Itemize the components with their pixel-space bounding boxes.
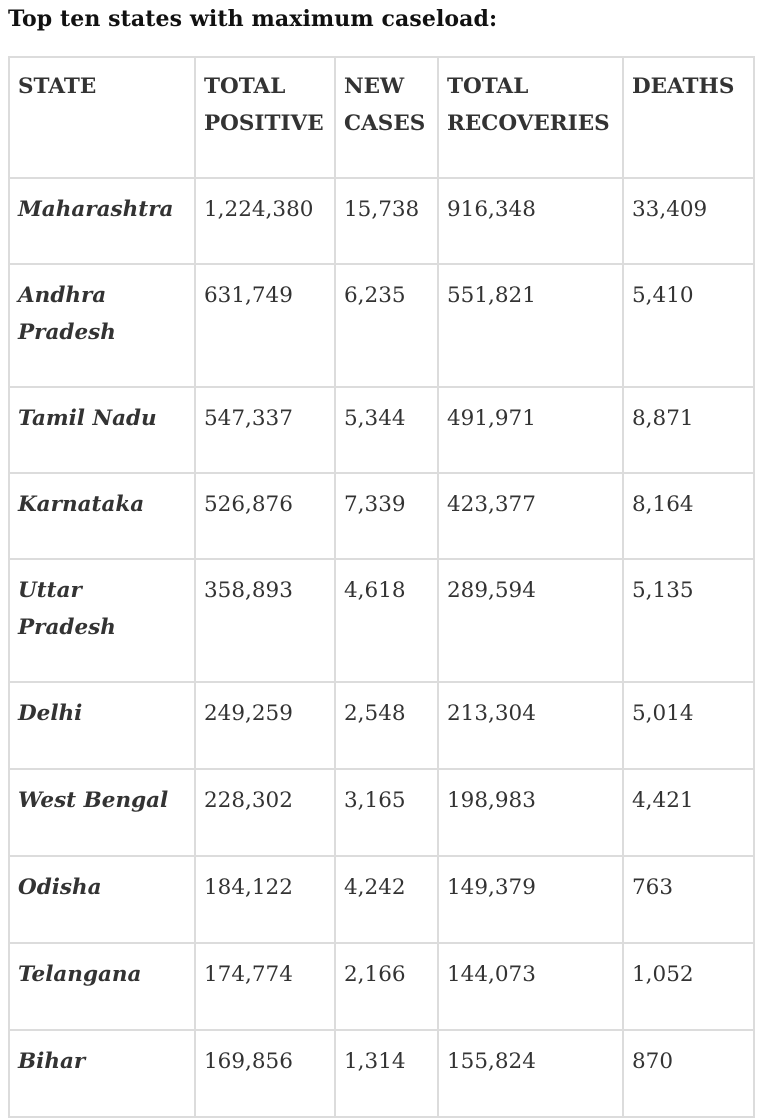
cell-deaths: 4,421 [622, 768, 755, 857]
cell-deaths: 5,410 [622, 263, 755, 388]
cell-state: Tamil Nadu [8, 386, 196, 474]
cell-total-recoveries: 491,971 [437, 386, 624, 474]
header-total-positive: TOTAL POSITIVE [194, 56, 336, 179]
cell-total-positive: 526,876 [194, 472, 336, 560]
cell-state: Andhra Pradesh [8, 263, 196, 388]
table-row: Karnataka 526,876 7,339 423,377 8,164 [8, 472, 755, 560]
table-row: Maharashtra 1,224,380 15,738 916,348 33,… [8, 177, 755, 265]
table-row: Tamil Nadu 547,337 5,344 491,971 8,871 [8, 386, 755, 474]
cell-deaths: 870 [622, 1029, 755, 1118]
cell-total-recoveries: 423,377 [437, 472, 624, 560]
table-row: Bihar 169,856 1,314 155,824 870 [8, 1029, 755, 1118]
cell-state: Delhi [8, 681, 196, 770]
cell-new-cases: 4,618 [334, 558, 439, 683]
cell-total-positive: 184,122 [194, 855, 336, 944]
cell-deaths: 5,014 [622, 681, 755, 770]
caseload-table: STATE TOTAL POSITIVE NEW CASES TOTAL REC… [8, 56, 755, 1118]
cell-new-cases: 2,548 [334, 681, 439, 770]
cell-total-recoveries: 144,073 [437, 942, 624, 1031]
cell-new-cases: 15,738 [334, 177, 439, 265]
table-row: Telangana 174,774 2,166 144,073 1,052 [8, 942, 755, 1031]
cell-total-recoveries: 198,983 [437, 768, 624, 857]
cell-new-cases: 1,314 [334, 1029, 439, 1118]
cell-deaths: 33,409 [622, 177, 755, 265]
cell-state: Telangana [8, 942, 196, 1031]
cell-new-cases: 3,165 [334, 768, 439, 857]
cell-total-recoveries: 213,304 [437, 681, 624, 770]
cell-state: Uttar Pradesh [8, 558, 196, 683]
cell-deaths: 5,135 [622, 558, 755, 683]
cell-deaths: 763 [622, 855, 755, 944]
cell-state: Karnataka [8, 472, 196, 560]
header-deaths: DEATHS [622, 56, 755, 179]
cell-new-cases: 7,339 [334, 472, 439, 560]
cell-total-positive: 1,224,380 [194, 177, 336, 265]
cell-new-cases: 4,242 [334, 855, 439, 944]
cell-total-positive: 547,337 [194, 386, 336, 474]
cell-total-positive: 631,749 [194, 263, 336, 388]
table-row: Delhi 249,259 2,548 213,304 5,014 [8, 681, 755, 770]
table-row: West Bengal 228,302 3,165 198,983 4,421 [8, 768, 755, 857]
cell-state: Odisha [8, 855, 196, 944]
cell-new-cases: 2,166 [334, 942, 439, 1031]
cell-total-recoveries: 289,594 [437, 558, 624, 683]
cell-total-positive: 228,302 [194, 768, 336, 857]
table-body: Maharashtra 1,224,380 15,738 916,348 33,… [8, 177, 755, 1118]
header-total-recoveries: TOTAL RECOVERIES [437, 56, 624, 179]
cell-total-positive: 174,774 [194, 942, 336, 1031]
cell-deaths: 8,871 [622, 386, 755, 474]
cell-new-cases: 5,344 [334, 386, 439, 474]
cell-total-recoveries: 551,821 [437, 263, 624, 388]
table-row: Andhra Pradesh 631,749 6,235 551,821 5,4… [8, 263, 755, 388]
header-row: STATE TOTAL POSITIVE NEW CASES TOTAL REC… [8, 56, 755, 179]
header-new-cases: NEW CASES [334, 56, 439, 179]
cell-total-positive: 169,856 [194, 1029, 336, 1118]
cell-state: West Bengal [8, 768, 196, 857]
cell-total-recoveries: 916,348 [437, 177, 624, 265]
cell-new-cases: 6,235 [334, 263, 439, 388]
cell-deaths: 8,164 [622, 472, 755, 560]
cell-deaths: 1,052 [622, 942, 755, 1031]
cell-state: Bihar [8, 1029, 196, 1118]
header-state: STATE [8, 56, 196, 179]
page-heading: Top ten states with maximum caseload: [8, 6, 498, 32]
table-header: STATE TOTAL POSITIVE NEW CASES TOTAL REC… [8, 56, 755, 179]
cell-total-recoveries: 149,379 [437, 855, 624, 944]
cell-total-positive: 358,893 [194, 558, 336, 683]
cell-total-positive: 249,259 [194, 681, 336, 770]
table-row: Odisha 184,122 4,242 149,379 763 [8, 855, 755, 944]
cell-state: Maharashtra [8, 177, 196, 265]
table-row: Uttar Pradesh 358,893 4,618 289,594 5,13… [8, 558, 755, 683]
cell-total-recoveries: 155,824 [437, 1029, 624, 1118]
